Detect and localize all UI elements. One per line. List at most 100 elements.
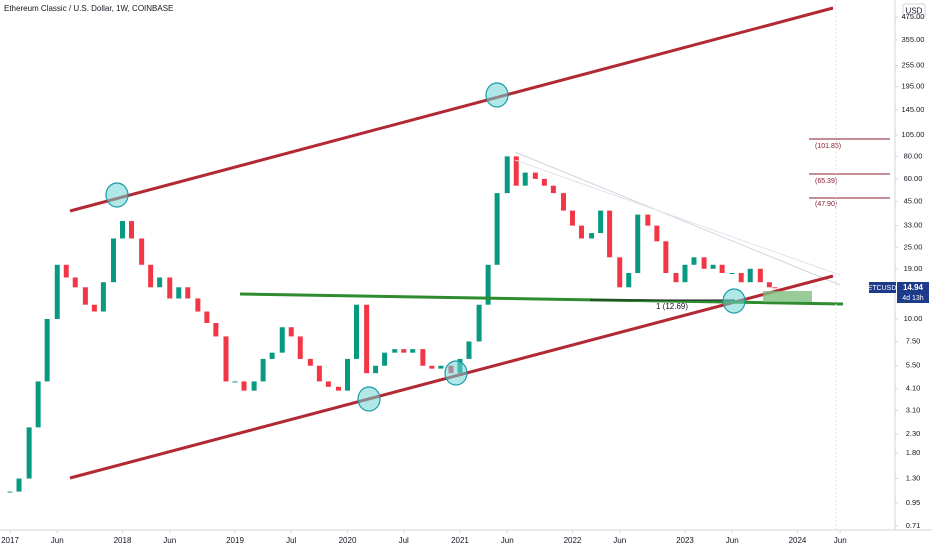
- candle: [541, 178, 547, 186]
- candle: [691, 257, 697, 265]
- candle: [100, 282, 106, 312]
- candle: [269, 352, 275, 359]
- candle: [26, 427, 32, 479]
- y-tick-label: 255.00: [902, 61, 925, 70]
- candle: [420, 349, 426, 366]
- x-tick-label: 2022: [564, 536, 582, 545]
- x-tick-label: Jun: [726, 536, 739, 545]
- candle: [485, 264, 491, 305]
- candle: [635, 214, 641, 274]
- candle: [578, 225, 584, 239]
- candle: [7, 491, 13, 493]
- y-tick-label: 2.30: [906, 429, 921, 438]
- y-tick-label: 1.30: [906, 474, 921, 483]
- candle: [307, 358, 313, 366]
- y-tick-label: 1.80: [906, 448, 921, 457]
- x-tick-label: 2020: [339, 536, 357, 545]
- candle: [82, 287, 88, 305]
- currency: USD: [906, 7, 923, 16]
- y-tick-label: 145.00: [902, 105, 925, 114]
- candle: [626, 273, 632, 288]
- candle: [364, 304, 370, 374]
- y-tick-label: 4.10: [906, 384, 921, 393]
- x-tick-label: 2023: [676, 536, 694, 545]
- candle: [325, 381, 331, 387]
- candle: [279, 327, 285, 353]
- highlight-circle: [105, 182, 129, 208]
- candle: [466, 341, 472, 359]
- x-tick-label: Jun: [163, 536, 176, 545]
- candle: [772, 287, 778, 289]
- chart-title: Ethereum Classic / U.S. Dollar, 1W, COIN…: [4, 4, 173, 13]
- x-tick-label: Jun: [501, 536, 514, 545]
- candle: [54, 264, 60, 319]
- candle: [729, 273, 735, 275]
- highlight-circle: [485, 82, 509, 108]
- candle: [589, 233, 595, 239]
- y-tick-label: 45.00: [904, 196, 923, 205]
- y-tick-label: 60.00: [904, 174, 923, 183]
- candle: [392, 349, 398, 353]
- currency-box: [902, 3, 926, 19]
- candle: [522, 172, 528, 186]
- target-zone: [763, 291, 812, 302]
- y-tick-label: 0.95: [906, 498, 921, 507]
- candle: [213, 322, 219, 337]
- candle: [16, 478, 22, 492]
- x-tick-label: 2024: [789, 536, 807, 545]
- candle: [232, 381, 238, 383]
- x-tick-label: Jul: [286, 536, 296, 545]
- candle: [504, 156, 510, 194]
- countdown: 4d 13h: [902, 295, 924, 302]
- y-tick-label: 10.00: [904, 314, 923, 323]
- candle: [35, 381, 41, 428]
- candle: [344, 358, 350, 391]
- x-tick-label: 2018: [114, 536, 132, 545]
- candle: [617, 257, 623, 288]
- candle: [513, 156, 519, 186]
- candle: [663, 241, 669, 274]
- candle: [288, 327, 294, 337]
- highlight-circle: [444, 360, 468, 386]
- x-tick-label: Jun: [834, 536, 847, 545]
- candle: [139, 238, 145, 265]
- candle: [401, 349, 407, 353]
- candle: [645, 214, 651, 226]
- y-tick-label: 19.00: [904, 264, 923, 273]
- candle: [682, 264, 688, 283]
- y-tick-label: 105.00: [902, 130, 925, 139]
- candle: [738, 273, 744, 283]
- x-tick-label: 2021: [451, 536, 469, 545]
- fib-label: (47.90): [815, 201, 837, 208]
- candle: [476, 304, 482, 342]
- plot-area: [7, 156, 778, 493]
- candle: [410, 349, 416, 353]
- y-tick-label: 7.50: [906, 336, 921, 345]
- y-tick-label: 3.10: [906, 406, 921, 415]
- candle: [766, 282, 772, 288]
- candle: [167, 277, 173, 299]
- candle: [719, 264, 725, 274]
- candle: [438, 365, 444, 369]
- y-tick-label: 355.00: [902, 35, 925, 44]
- candle: [373, 365, 379, 374]
- candle: [532, 172, 538, 179]
- y-tick-label: 475.00: [902, 12, 925, 21]
- price-tag: [897, 282, 929, 303]
- candle: [63, 264, 69, 278]
- candle: [251, 381, 257, 391]
- candle: [598, 210, 604, 234]
- candle: [185, 287, 191, 299]
- candle: [550, 185, 556, 194]
- candle: [157, 277, 163, 288]
- candle: [757, 268, 763, 283]
- y-tick-label: 5.50: [906, 361, 921, 370]
- candle: [353, 304, 359, 359]
- candle: [701, 257, 707, 269]
- candle: [204, 311, 210, 323]
- x-tick-label: Jul: [399, 536, 409, 545]
- support-label: 1 (12.69): [656, 302, 688, 311]
- candle: [297, 336, 303, 359]
- x-tick-label: 2017: [1, 536, 19, 545]
- candle: [148, 264, 154, 288]
